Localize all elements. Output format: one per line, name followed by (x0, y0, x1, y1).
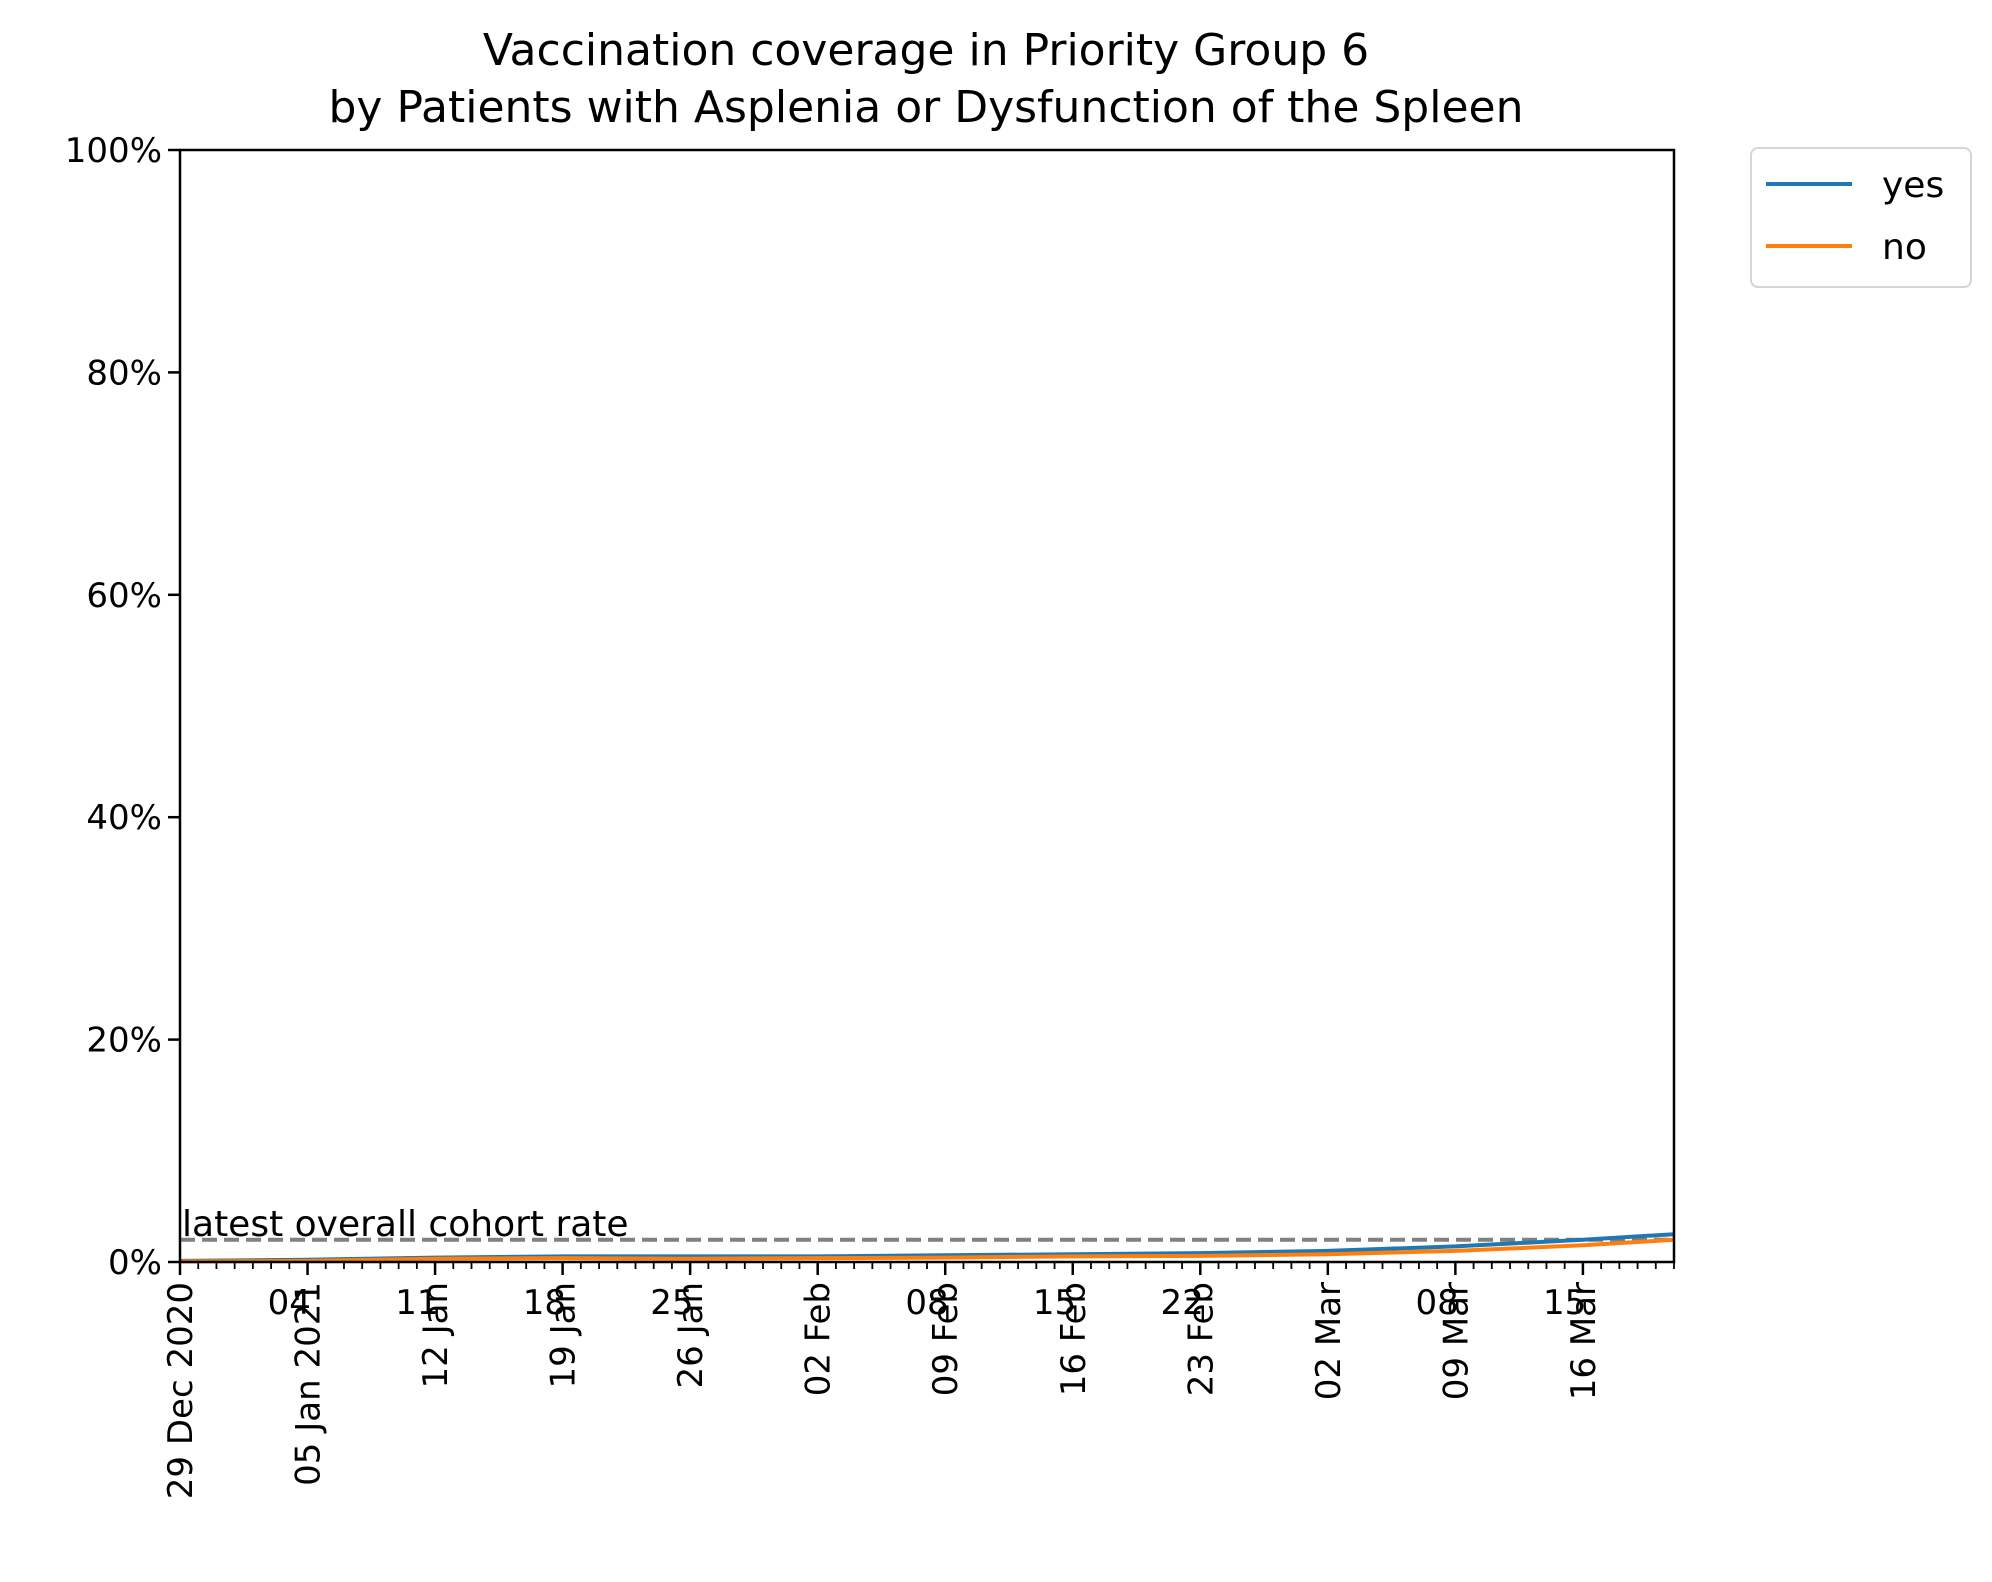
series-lines (179, 1232, 1675, 1264)
plot-area-frame (178, 148, 1676, 1264)
x-minor-tick-label: 11 (395, 1283, 438, 1323)
y-axis: 0% 20% 40% 60% 80% 100% (65, 131, 180, 1283)
x-minor-tick-label: 15 (1033, 1283, 1076, 1323)
chart-title-line-1: Vaccination coverage in Priority Group 6 (483, 25, 1369, 76)
x-minor-tick-label: 04 (268, 1283, 311, 1323)
x-minor-tick-label: 25 (650, 1283, 693, 1323)
x-minor-tick-label: 15 (1543, 1283, 1586, 1323)
y-tick-label: 0% (108, 1243, 162, 1283)
x-tick-label: 02 Feb (799, 1282, 839, 1396)
legend-label-yes: yes (1882, 165, 1944, 206)
x-minor-tick-label: 08 (1416, 1283, 1459, 1323)
x-tick-label: 09 Feb (926, 1282, 966, 1396)
chart-title-line-2: by Patients with Asplenia or Dysfunction… (329, 82, 1524, 133)
reference-line-group: latest overall cohort rate (180, 1204, 1674, 1245)
x-tick-label: 16 Mar (1564, 1282, 1604, 1400)
x-tick-label: 12 Jan (416, 1282, 456, 1388)
x-axis: 29 Dec 2020 05 Jan 2021 12 Jan 19 Jan 26 Jan… (161, 1262, 1675, 1499)
x-minor-tick-label: 22 (1160, 1283, 1203, 1323)
x-tick-label: 16 Feb (1054, 1282, 1094, 1396)
x-tick-label: 29 Dec 2020 (161, 1282, 201, 1499)
y-tick-label: 40% (86, 798, 162, 838)
series-line-no (179, 1237, 1675, 1264)
x-minor-tick-label: 18 (523, 1283, 566, 1323)
legend: yes no (1750, 147, 1972, 288)
legend-label-no: no (1882, 227, 1927, 268)
overall-cohort-rate-label: latest overall cohort rate (182, 1204, 629, 1245)
y-tick-label: 80% (86, 353, 162, 393)
x-tick-label: 19 Jan (544, 1282, 584, 1388)
x-minor-tick-label: 08 (905, 1283, 948, 1323)
x-tick-label: 26 Jan (671, 1282, 711, 1388)
y-tick-label: 20% (86, 1021, 162, 1061)
y-tick-label: 60% (86, 576, 162, 616)
x-tick-label: 02 Mar (1309, 1282, 1349, 1400)
x-tick-label: 05 Jan 2021 (289, 1282, 329, 1486)
x-tick-label: 23 Feb (1181, 1282, 1221, 1396)
x-tick-label: 09 Mar (1436, 1282, 1476, 1400)
y-tick-label: 100% (65, 131, 162, 171)
